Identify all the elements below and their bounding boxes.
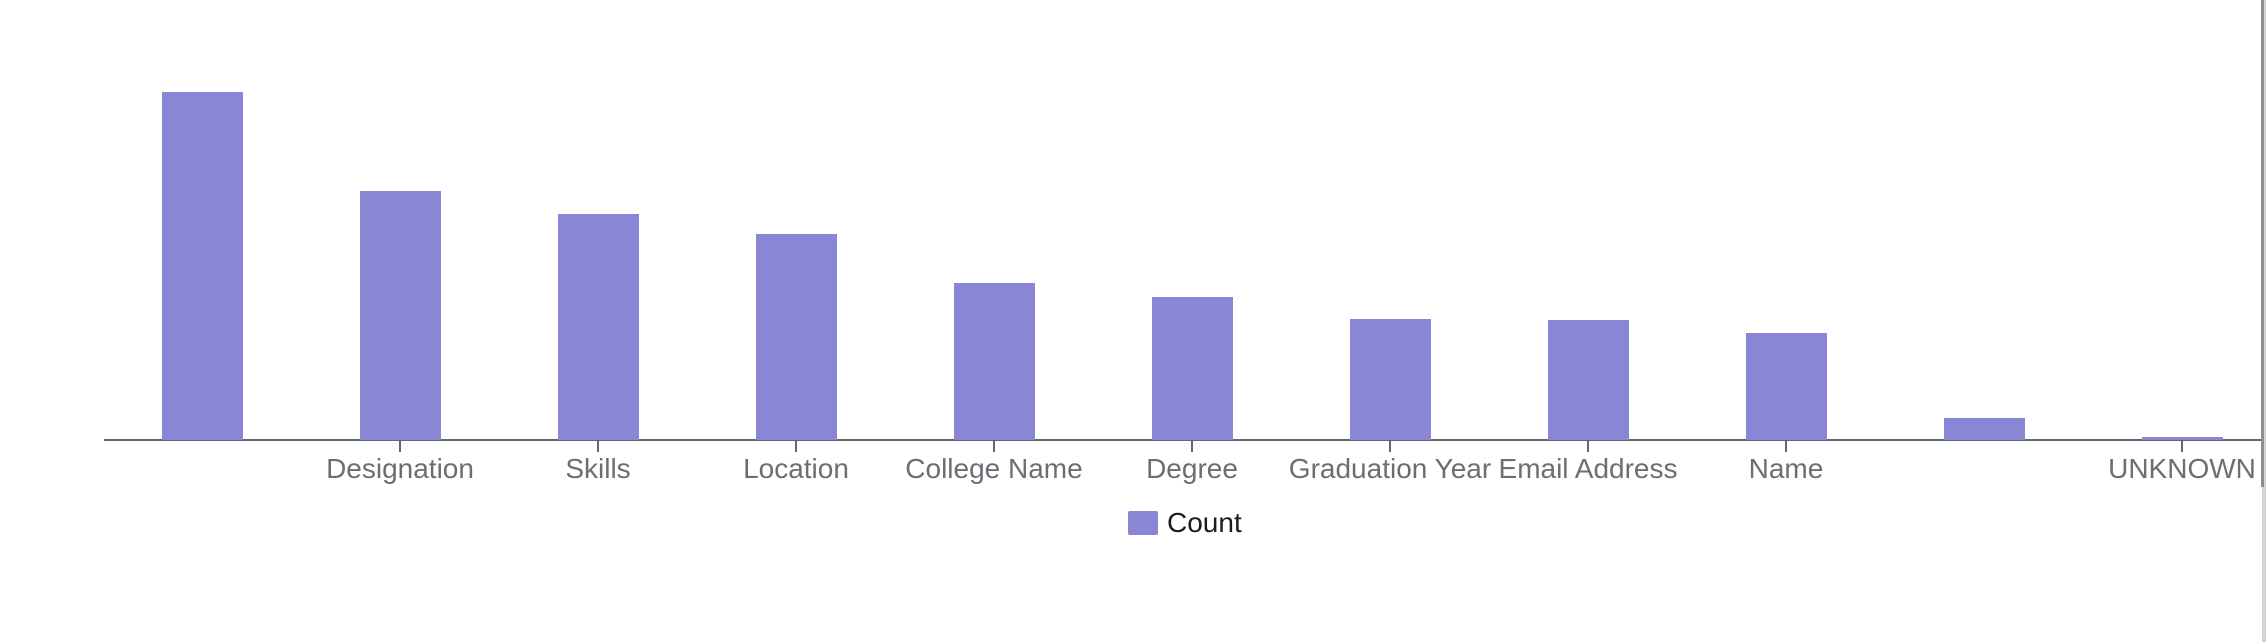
- legend-swatch: [1128, 511, 1158, 535]
- x-axis-label: UNKNOWN: [2108, 453, 2256, 484]
- x-axis-label: Email Address: [1498, 453, 1678, 484]
- scrollbar-track[interactable]: [2262, 0, 2266, 642]
- bar-skills[interactable]: [557, 214, 639, 440]
- legend-item-count[interactable]: Count: [1128, 507, 1242, 538]
- x-axis-tick: [399, 441, 401, 452]
- x-axis-line: [104, 439, 2262, 441]
- x-axis-tick: [1191, 441, 1193, 452]
- bar-graduation-year[interactable]: [1349, 319, 1431, 440]
- x-axis-tick: [1785, 441, 1787, 452]
- bar-college-name[interactable]: [953, 283, 1035, 440]
- bar-unknown[interactable]: [2141, 437, 2223, 440]
- x-axis-label: College Name: [905, 453, 1083, 484]
- x-axis-label: Skills: [565, 453, 631, 484]
- x-axis-tick: [597, 441, 599, 452]
- x-axis-label: Degree: [1146, 453, 1238, 484]
- bar-designation[interactable]: [359, 191, 441, 440]
- x-axis-tick: [1389, 441, 1391, 452]
- x-axis-label: Designation: [326, 453, 474, 484]
- x-axis-tick: [795, 441, 797, 452]
- scrollbar-thumb[interactable]: [2261, 0, 2264, 487]
- x-axis-label: Name: [1748, 453, 1824, 484]
- x-axis-tick: [2181, 441, 2183, 452]
- bar-name[interactable]: [1745, 333, 1827, 440]
- bar-unlabeled-0[interactable]: [161, 92, 243, 440]
- x-axis-tick: [993, 441, 995, 452]
- x-axis-label: Location: [743, 453, 849, 484]
- x-axis-tick: [1587, 441, 1589, 452]
- x-axis-label: Graduation Year: [1288, 453, 1492, 484]
- bar-email-address[interactable]: [1547, 320, 1629, 440]
- bar-degree[interactable]: [1151, 297, 1233, 440]
- legend-label: Count: [1167, 507, 1242, 538]
- bar-unlabeled-9[interactable]: [1943, 418, 2025, 440]
- bar-location[interactable]: [755, 234, 837, 440]
